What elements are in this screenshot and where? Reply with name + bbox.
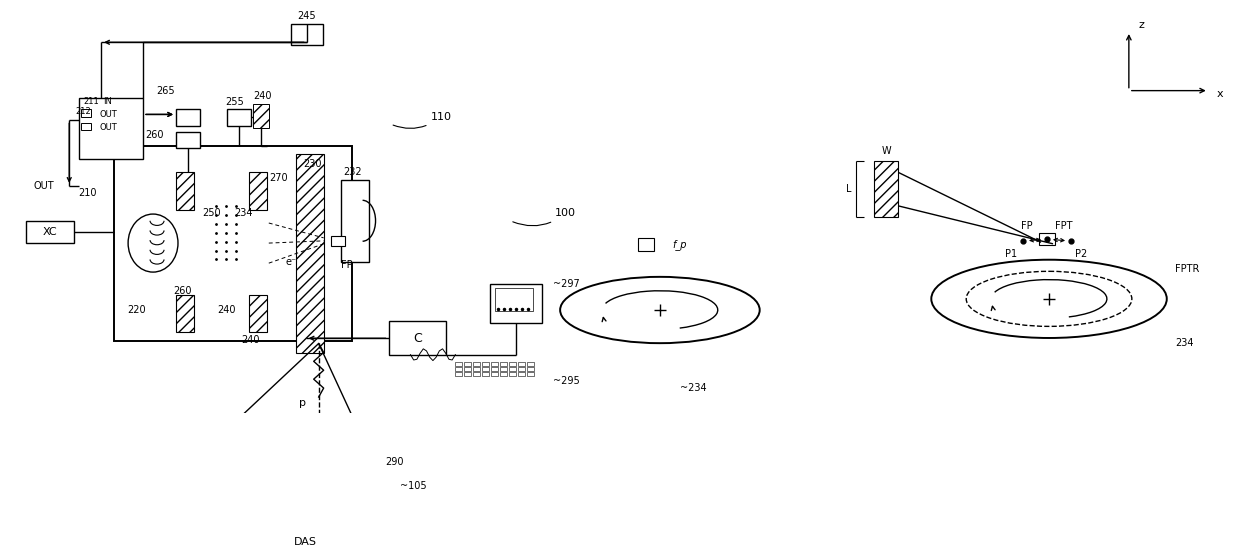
Bar	[176, 295, 193, 332]
Bar	[174, 477, 382, 492]
Text: 234: 234	[234, 208, 253, 218]
Text: 234: 234	[1174, 338, 1193, 348]
Bar	[253, 104, 269, 128]
Text: e⁻: e⁻	[285, 257, 296, 267]
Bar	[527, 362, 534, 366]
Bar	[510, 362, 516, 366]
Text: P2: P2	[1075, 249, 1087, 259]
Text: 265: 265	[156, 86, 175, 96]
Bar	[249, 295, 267, 332]
Text: W: W	[882, 146, 892, 156]
Bar	[500, 373, 507, 376]
Bar	[527, 367, 534, 371]
Bar	[455, 367, 463, 371]
Text: 212: 212	[76, 107, 91, 116]
Bar	[518, 362, 526, 366]
Bar	[518, 367, 526, 371]
Bar	[227, 109, 250, 126]
Text: f_p: f_p	[672, 239, 687, 250]
Text: 290: 290	[386, 457, 404, 467]
Text: FP: FP	[341, 260, 352, 270]
Bar	[518, 373, 526, 376]
Bar	[637, 238, 653, 251]
Bar	[491, 362, 498, 366]
Text: FPT: FPT	[1055, 221, 1073, 231]
Text: 260: 260	[145, 131, 164, 140]
Text: OUT: OUT	[99, 110, 117, 119]
Bar	[874, 161, 898, 217]
Text: DAS: DAS	[294, 537, 317, 547]
Bar	[455, 362, 463, 366]
Bar	[490, 284, 542, 322]
Bar	[176, 173, 193, 210]
Bar	[464, 373, 471, 376]
Text: IN: IN	[103, 97, 112, 106]
Bar	[500, 362, 507, 366]
Bar	[464, 362, 471, 366]
Text: OUT: OUT	[99, 123, 117, 132]
Bar	[269, 529, 342, 553]
Text: 245: 245	[298, 11, 316, 21]
Text: ~297: ~297	[553, 279, 580, 289]
Text: FP: FP	[1022, 221, 1033, 231]
Text: 220: 220	[128, 305, 146, 315]
Bar	[491, 367, 498, 371]
Bar	[331, 236, 345, 246]
Bar	[500, 367, 507, 371]
Text: 260: 260	[174, 286, 191, 296]
Text: P1: P1	[1006, 249, 1017, 259]
Bar	[176, 109, 200, 126]
Bar	[527, 373, 534, 376]
Text: 240: 240	[241, 335, 259, 345]
Text: L: L	[846, 184, 851, 194]
Text: 100: 100	[513, 208, 577, 226]
Bar	[474, 367, 480, 371]
Bar	[510, 367, 516, 371]
Text: ~105: ~105	[401, 481, 427, 491]
Bar	[464, 367, 471, 371]
Bar	[249, 173, 267, 210]
Text: 110: 110	[393, 112, 451, 128]
Text: C: C	[413, 332, 422, 345]
Text: FPTR: FPTR	[1174, 264, 1199, 274]
Bar	[176, 132, 200, 148]
Text: 270: 270	[269, 174, 288, 184]
Ellipse shape	[128, 214, 179, 272]
Text: 240: 240	[253, 91, 272, 101]
Bar	[114, 147, 352, 341]
Bar	[495, 288, 533, 311]
Bar	[79, 98, 143, 159]
Text: x: x	[1216, 90, 1224, 100]
Text: p: p	[299, 398, 306, 408]
Bar	[26, 221, 74, 243]
Text: z: z	[1138, 20, 1145, 30]
Bar	[1039, 233, 1055, 246]
Text: 232: 232	[343, 168, 362, 178]
Bar	[290, 24, 322, 45]
Text: 240: 240	[217, 305, 236, 315]
Text: ~234: ~234	[680, 383, 707, 393]
Text: 250: 250	[202, 208, 221, 218]
Text: 210: 210	[78, 188, 97, 199]
Text: 211: 211	[83, 97, 99, 106]
Bar	[482, 367, 490, 371]
Text: 230: 230	[304, 159, 322, 169]
Bar	[510, 373, 516, 376]
Text: 255: 255	[224, 97, 243, 107]
Bar	[341, 180, 368, 262]
Bar	[388, 321, 446, 356]
Bar	[81, 109, 92, 117]
Bar	[474, 362, 480, 366]
Bar	[474, 373, 480, 376]
Bar	[482, 373, 490, 376]
Bar	[491, 373, 498, 376]
Text: OUT: OUT	[33, 181, 55, 191]
Text: ~295: ~295	[553, 375, 580, 385]
Bar	[455, 373, 463, 376]
Text: XC: XC	[43, 227, 57, 237]
Bar	[482, 362, 490, 366]
Bar	[81, 123, 92, 130]
Bar	[295, 154, 324, 353]
